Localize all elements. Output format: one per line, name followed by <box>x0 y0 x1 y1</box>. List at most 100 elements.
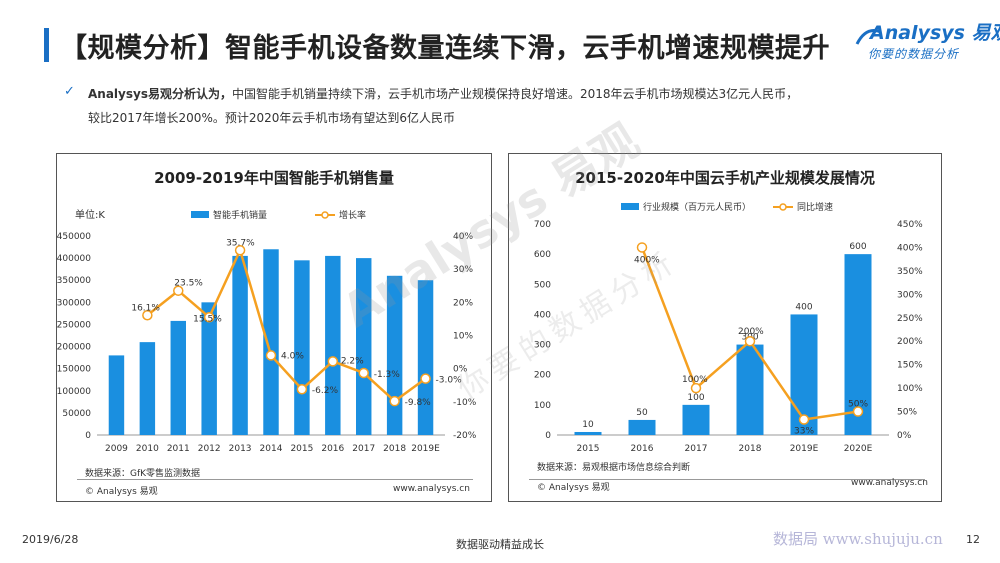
footer-date: 2019/6/28 <box>22 533 79 546</box>
c1-bar <box>108 355 125 435</box>
c1-x-tick: 2010 <box>136 444 159 454</box>
c1-bar <box>232 255 248 435</box>
chart-1-title: 2009-2019年中国智能手机销售量 <box>154 169 394 187</box>
c2-right-tick: 350% <box>897 267 923 277</box>
page-number: 12 <box>966 533 980 546</box>
c1-left-tick: 450000 <box>57 232 91 242</box>
c1-left-tick: 100000 <box>57 387 91 397</box>
c1-growth-point <box>265 350 277 361</box>
chart-1-site: www.analysys.cn <box>393 484 470 494</box>
c1-growth-point <box>327 356 339 367</box>
c2-x-tick: 2015 <box>577 444 600 454</box>
c1-growth-label: 35.7% <box>226 238 255 248</box>
c1-x-tick: 2013 <box>229 444 252 454</box>
c1-right-tick: -10% <box>453 398 477 408</box>
c2-bar-label: 400 <box>795 302 812 312</box>
c1-growth-point <box>173 285 184 296</box>
c2-right-tick: 100% <box>897 384 923 394</box>
c2-left-tick: 600 <box>534 250 551 260</box>
c1-bar <box>386 275 403 435</box>
c1-growth-label: -3.0% <box>436 376 463 386</box>
chart-1-divider <box>77 479 473 480</box>
c2-growth-point <box>852 406 864 417</box>
smartphone-sales-chart-panel: 2009-2019年中国智能手机销售量 0 50000 100000 150000 20… <box>56 153 492 502</box>
c1-unit-label: 单位:K <box>75 208 105 221</box>
chart-2-divider <box>529 479 925 480</box>
c1-right-tick: -20% <box>453 431 477 441</box>
cloud-phone-chart: 0 100 200 300 400 500 600 700 0% 50% 100% 150% 200% 2… <box>534 201 923 454</box>
c2-bar <box>628 419 656 435</box>
c1-right-tick: 30% <box>453 265 473 275</box>
c1-left-tick: 250000 <box>57 320 91 330</box>
c2-left-tick: 400 <box>534 310 551 320</box>
c2-bar <box>736 344 764 435</box>
c1-x-tick: 2012 <box>198 444 221 454</box>
summary-text: Analysys易观分析认为，中国智能手机销量持续下滑，云手机市场产业规模保持良… <box>88 82 948 130</box>
c1-growth-label: 23.5% <box>174 279 203 289</box>
logo-sub-text: 你要的数据分析 <box>868 47 960 61</box>
footer-site: 数据局 www.shujuju.cn <box>773 530 943 548</box>
c2-left-tick: 300 <box>534 341 551 351</box>
c1-bar <box>170 320 186 435</box>
title-accent-bar <box>44 28 49 62</box>
c1-bar <box>417 280 434 435</box>
c1-legend-line-marker <box>321 211 329 219</box>
c1-growth-label: 16.1% <box>131 303 160 313</box>
c1-right-tick: 0% <box>453 365 468 375</box>
c1-left-tick: 300000 <box>57 298 91 308</box>
c2-growth-point <box>744 335 756 347</box>
c1-growth-point <box>358 367 369 379</box>
c1-growth-point <box>389 395 400 407</box>
chart-2-source: 数据来源：易观根据市场信息综合判断 <box>537 463 691 473</box>
c2-right-tick: 150% <box>897 361 923 371</box>
c1-growth-label: 2.2% <box>341 356 364 366</box>
chart-2-copyright: © Analysys 易观 <box>537 483 610 493</box>
c2-x-tick: 2016 <box>631 444 654 454</box>
c2-bar <box>844 254 872 435</box>
chart-2-site: www.analysys.cn <box>851 478 928 488</box>
c2-x-tick: 2019E <box>790 444 819 454</box>
c1-x-tick: 2018 <box>383 444 406 454</box>
c2-bar-label: 100 <box>687 393 704 403</box>
c1-x-tick: 2017 <box>352 444 375 454</box>
c1-bar <box>263 249 279 435</box>
c2-right-tick: 300% <box>897 290 923 300</box>
c1-bar <box>356 258 372 435</box>
c1-x-tick: 2015 <box>290 444 313 454</box>
c2-x-tick: 2018 <box>739 444 762 454</box>
checkmark-icon: ✓ <box>64 84 75 99</box>
c1-growth-line <box>146 246 427 403</box>
c1-bar <box>201 302 217 435</box>
c1-bar <box>294 260 310 435</box>
c2-growth-point <box>690 382 702 394</box>
cloud-phone-chart-panel: 2015-2020年中国云手机产业规模发展情况 0 100 200 300 400 500… <box>508 153 942 502</box>
c1-growth-label: -1.3% <box>374 370 401 380</box>
c2-legend-line-marker <box>779 203 787 211</box>
summary-line-2: 较比2017年增长200%。预计2020年云手机市场有望达到6亿人民币 <box>88 111 456 125</box>
c2-legend-bar-swatch <box>621 203 639 210</box>
footer-tagline: 数据驱动精益成长 <box>456 538 544 551</box>
c2-growth-label: 50% <box>848 400 868 410</box>
c2-left-tick: 0 <box>545 431 551 441</box>
c1-legend-bar-label: 智能手机销量 <box>213 209 267 221</box>
c2-right-tick: 200% <box>897 337 923 347</box>
c1-x-tick: 2016 <box>321 444 344 454</box>
c2-x-tick: 2020E <box>844 444 873 454</box>
c1-x-tick: 2011 <box>167 444 190 454</box>
c2-growth-point <box>636 242 648 253</box>
c2-left-tick: 700 <box>534 220 551 230</box>
c2-growth-label: 33% <box>794 427 814 437</box>
c1-left-tick: 50000 <box>62 409 91 419</box>
c2-bar-label: 10 <box>582 420 594 430</box>
smartphone-sales-chart: 0 50000 100000 150000 200000 250000 300000 3500… <box>57 208 477 454</box>
summary-line-1: 中国智能手机销量持续下滑，云手机市场产业规模保持良好增速。2018年云手机市场规… <box>231 87 799 101</box>
c1-x-tick: 2014 <box>260 444 283 454</box>
c1-left-tick: 350000 <box>57 276 91 286</box>
chart-1-source: 数据来源：GfK零售监测数据 <box>85 469 201 479</box>
c1-growth-label: -6.2% <box>312 386 339 396</box>
logo-swoosh-icon <box>855 29 882 45</box>
c2-bar <box>574 431 602 435</box>
c2-legend-bar-label: 行业规模（百万元人民币） <box>643 201 751 213</box>
summary-lead: Analysys易观分析认为， <box>88 87 232 101</box>
logo-main-text: Analysys 易观 <box>870 22 1000 44</box>
